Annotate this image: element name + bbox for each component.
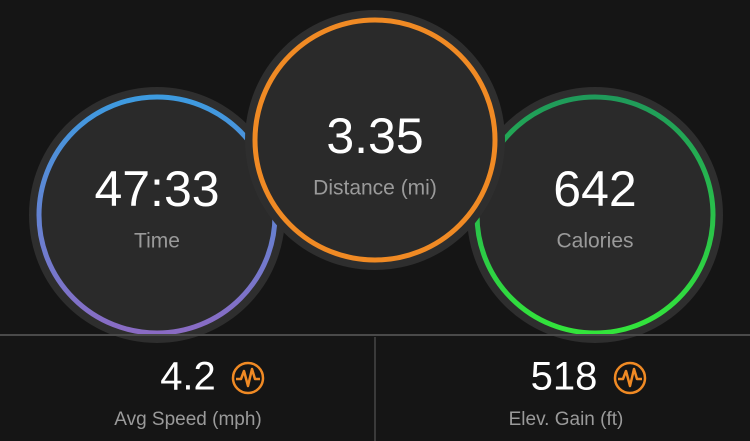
circle-label: Calories	[556, 230, 633, 253]
circle-label: Distance (mi)	[313, 177, 437, 200]
pulse-icon	[613, 361, 647, 395]
elev-gain-stat: 518 Elev. Gain (ft)	[509, 355, 647, 430]
circle-ring	[252, 17, 498, 263]
avg-speed-stat: 4.2 Avg Speed (mph)	[114, 355, 265, 430]
circle-value: 642	[553, 161, 636, 217]
stat-value: 4.2	[160, 355, 216, 399]
circle-value: 3.35	[326, 108, 423, 164]
stat-label: Avg Speed (mph)	[114, 409, 262, 430]
circle-value: 47:33	[94, 161, 219, 217]
pulse-icon	[231, 361, 265, 395]
calories-circle: 642 Calories	[467, 87, 723, 343]
stat-label: Elev. Gain (ft)	[509, 409, 624, 430]
stat-value: 518	[531, 355, 598, 399]
distance-circle: 3.35 Distance (mi)	[245, 10, 505, 270]
circle-label: Time	[134, 230, 180, 253]
time-circle: 47:33 Time	[29, 87, 285, 343]
